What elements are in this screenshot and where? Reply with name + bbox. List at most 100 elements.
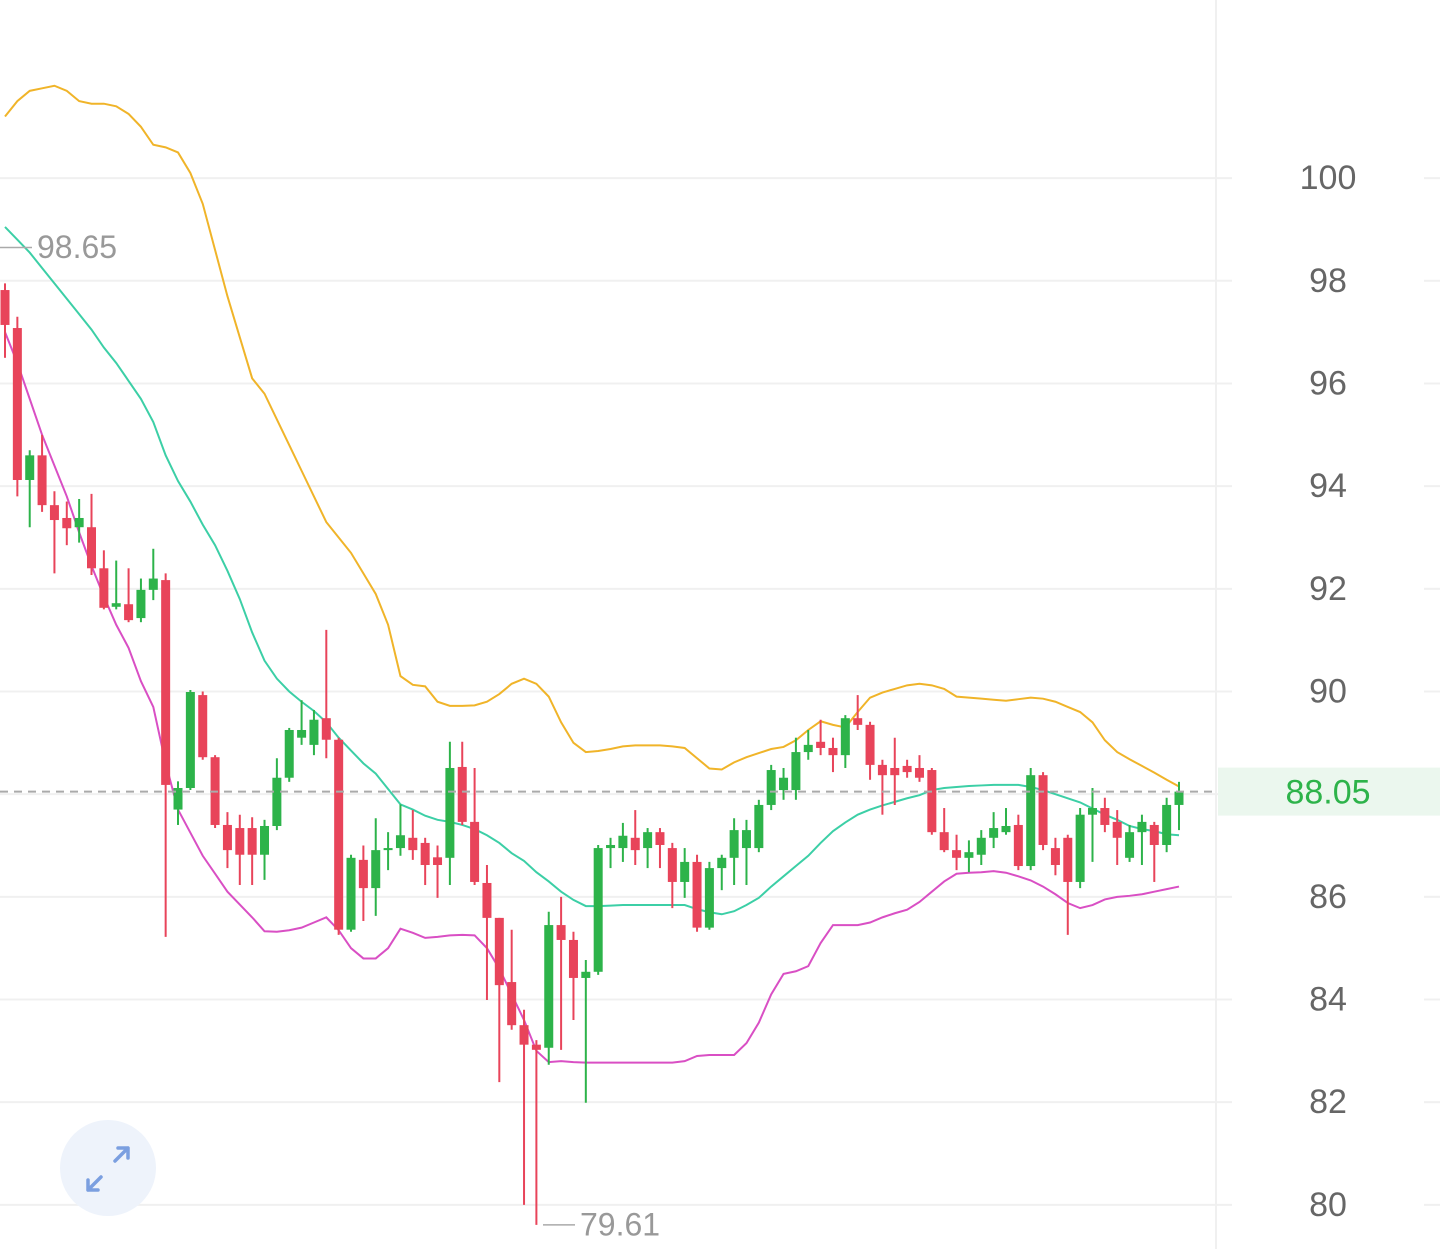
last-price-label: 88.05 bbox=[1285, 774, 1370, 812]
candle-body bbox=[136, 589, 146, 619]
candle-body bbox=[618, 835, 628, 849]
candle-body bbox=[680, 861, 690, 882]
candle-body bbox=[865, 724, 875, 765]
y-tick-label: 100 bbox=[1300, 159, 1357, 197]
candle-body bbox=[630, 837, 640, 851]
candle-body bbox=[729, 830, 739, 858]
candle-body bbox=[1075, 814, 1085, 882]
candle-body bbox=[284, 729, 294, 778]
candle-body bbox=[185, 692, 195, 789]
candle-body bbox=[124, 604, 134, 621]
y-tick-label: 90 bbox=[1309, 672, 1347, 710]
candle-body bbox=[581, 971, 591, 978]
candle-body bbox=[1149, 824, 1159, 845]
candle-body bbox=[1125, 832, 1135, 858]
candle-body bbox=[1026, 775, 1036, 867]
candle-body bbox=[606, 844, 616, 849]
candle-body bbox=[371, 850, 381, 889]
expand-button[interactable] bbox=[60, 1120, 156, 1216]
candle-body bbox=[408, 837, 418, 851]
candle-body bbox=[556, 925, 566, 940]
candle-body bbox=[198, 695, 208, 758]
candle-body bbox=[247, 828, 257, 855]
band-line bbox=[4, 331, 1180, 1064]
candle-body bbox=[420, 842, 430, 866]
candle-body bbox=[890, 767, 900, 776]
candle-body bbox=[779, 777, 789, 791]
candle-body bbox=[828, 747, 838, 756]
candle-body bbox=[346, 857, 356, 930]
candle-body bbox=[12, 328, 22, 480]
candle-body bbox=[643, 832, 653, 849]
candle-body bbox=[62, 517, 72, 529]
candle-body bbox=[1137, 821, 1147, 833]
candle-body bbox=[383, 848, 393, 851]
candle-body bbox=[272, 777, 282, 826]
candle-body bbox=[1001, 825, 1011, 833]
y-tick-label: 98 bbox=[1309, 262, 1347, 300]
candle-body bbox=[976, 837, 986, 855]
candle-body bbox=[37, 455, 47, 506]
candle-body bbox=[816, 741, 826, 748]
candle-body bbox=[939, 832, 949, 851]
candle-body bbox=[519, 1025, 529, 1045]
y-tick-label: 94 bbox=[1309, 467, 1347, 505]
candle-body bbox=[1100, 808, 1110, 825]
candle-body bbox=[334, 739, 344, 930]
y-tick-label: 92 bbox=[1309, 570, 1347, 608]
candle-body bbox=[395, 835, 405, 849]
candle-body bbox=[791, 752, 801, 791]
candle-body bbox=[667, 848, 677, 882]
candle-body bbox=[99, 568, 109, 608]
y-tick-label: 80 bbox=[1309, 1186, 1347, 1224]
candle-body bbox=[111, 603, 121, 607]
candle-body bbox=[927, 770, 937, 833]
candle-body bbox=[297, 729, 307, 738]
candle-body bbox=[445, 767, 455, 858]
candle-body bbox=[49, 505, 59, 521]
expand-icon[interactable] bbox=[86, 1146, 130, 1192]
last-price-bg bbox=[1218, 767, 1440, 816]
candle-body bbox=[692, 861, 702, 928]
candle-body bbox=[877, 764, 887, 776]
candle-body bbox=[1174, 791, 1184, 805]
candle-body bbox=[568, 939, 578, 978]
candle-body bbox=[309, 719, 319, 745]
candle-body bbox=[222, 824, 232, 851]
candle-body bbox=[741, 830, 751, 849]
candle-body bbox=[840, 718, 850, 756]
candle-body bbox=[321, 718, 331, 740]
y-tick-label: 82 bbox=[1309, 1083, 1347, 1121]
candle-body bbox=[914, 767, 924, 778]
candle-body bbox=[531, 1044, 541, 1050]
low-label: 79.61 bbox=[580, 1206, 660, 1242]
candle-body bbox=[803, 744, 813, 753]
candle-body bbox=[25, 455, 35, 480]
candle-body bbox=[1050, 848, 1060, 866]
candle-body bbox=[74, 517, 84, 528]
candle-body bbox=[470, 821, 480, 882]
candle-body bbox=[148, 578, 158, 590]
candle-body bbox=[87, 527, 97, 569]
y-tick-label: 84 bbox=[1309, 980, 1347, 1018]
candle-body bbox=[1162, 804, 1172, 845]
candle-body bbox=[235, 828, 245, 855]
candle-body bbox=[1063, 837, 1073, 882]
band-line bbox=[4, 226, 1180, 916]
candle-body bbox=[507, 982, 517, 1026]
candle-body bbox=[0, 290, 10, 325]
y-tick-label: 96 bbox=[1309, 364, 1347, 402]
candle-body bbox=[655, 832, 665, 845]
candle-body bbox=[1087, 808, 1097, 815]
candle-body bbox=[964, 852, 974, 858]
candle-body bbox=[1013, 824, 1023, 867]
candle-body bbox=[704, 868, 714, 928]
candle-body bbox=[1038, 775, 1048, 845]
candle-body bbox=[1112, 821, 1122, 838]
expand-button-bg[interactable] bbox=[60, 1120, 156, 1216]
candle-body bbox=[433, 857, 443, 866]
high-label: 98.65 bbox=[37, 229, 117, 265]
candle-body bbox=[482, 882, 492, 918]
